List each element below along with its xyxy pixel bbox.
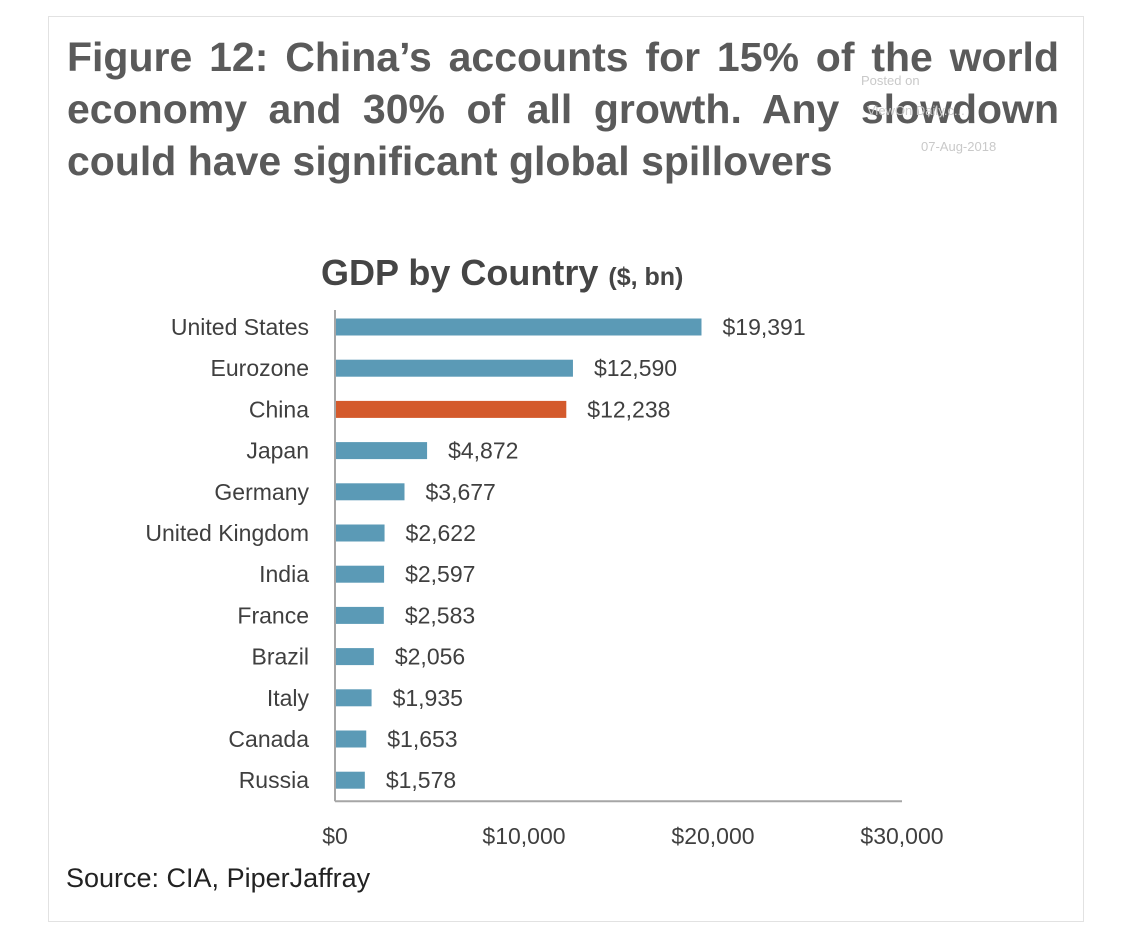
data-label-france: $2,583 [405,602,475,628]
data-label-russia: $1,578 [386,767,456,793]
bar-italy [335,689,372,707]
data-label-eurozone: $12,590 [594,355,677,381]
bar-russia [335,771,365,789]
data-label-united-kingdom: $2,622 [406,520,476,546]
chart-title: GDP by Country ($, bn) [321,252,683,294]
data-label-germany: $3,677 [425,479,495,505]
bar-united-kingdom [335,524,385,542]
data-label-india: $2,597 [405,561,475,587]
bar-japan [335,442,428,460]
data-label-china: $12,238 [587,396,670,422]
x-tick-label-2: $20,000 [671,823,754,849]
category-label-italy: Italy [267,685,310,711]
category-label-japan: Japan [246,438,309,464]
figure-title: Figure 12: China’s accounts for 15% of t… [67,34,1059,184]
x-tick-label-0: $0 [322,823,348,849]
x-tick-label-1: $10,000 [482,823,565,849]
watermark-line-2: ViewOn Daily.c... [867,103,965,118]
chart-title-unit: ($, bn) [608,263,684,291]
data-label-japan: $4,872 [448,438,518,464]
bar-united-states [335,318,702,336]
figure-card: Figure 12: China’s accounts for 15% of t… [48,16,1084,922]
category-label-canada: Canada [228,726,309,752]
x-tick-label-3: $30,000 [860,823,943,849]
bar-brazil [335,648,374,666]
bar-eurozone [335,359,573,377]
category-label-united-kingdom: United Kingdom [145,520,309,546]
bar-france [335,606,384,624]
bar-chart: United States $19,391 Eurozone $12,590 China… [145,310,944,849]
category-label-france: France [237,602,309,628]
category-label-russia: Russia [239,767,310,793]
data-label-brazil: $2,056 [395,644,465,670]
data-label-united-states: $19,391 [722,314,805,340]
category-label-united-states: United States [171,314,309,340]
chart-title-text: GDP by Country [321,252,599,293]
category-label-germany: Germany [214,479,309,505]
bar-india [335,565,385,583]
source-note: Source: CIA, PiperJaffray [66,863,371,893]
watermark-line-1: Posted on [861,73,920,88]
category-label-brazil: Brazil [251,644,309,670]
watermark-line-3: 07-Aug-2018 [921,139,997,154]
bar-china [335,400,567,418]
bar-germany [335,483,405,501]
bar-canada [335,730,367,748]
category-label-china: China [249,396,309,422]
data-label-italy: $1,935 [393,685,463,711]
category-label-india: India [259,561,309,587]
category-label-eurozone: Eurozone [211,355,309,381]
data-label-canada: $1,653 [387,726,457,752]
